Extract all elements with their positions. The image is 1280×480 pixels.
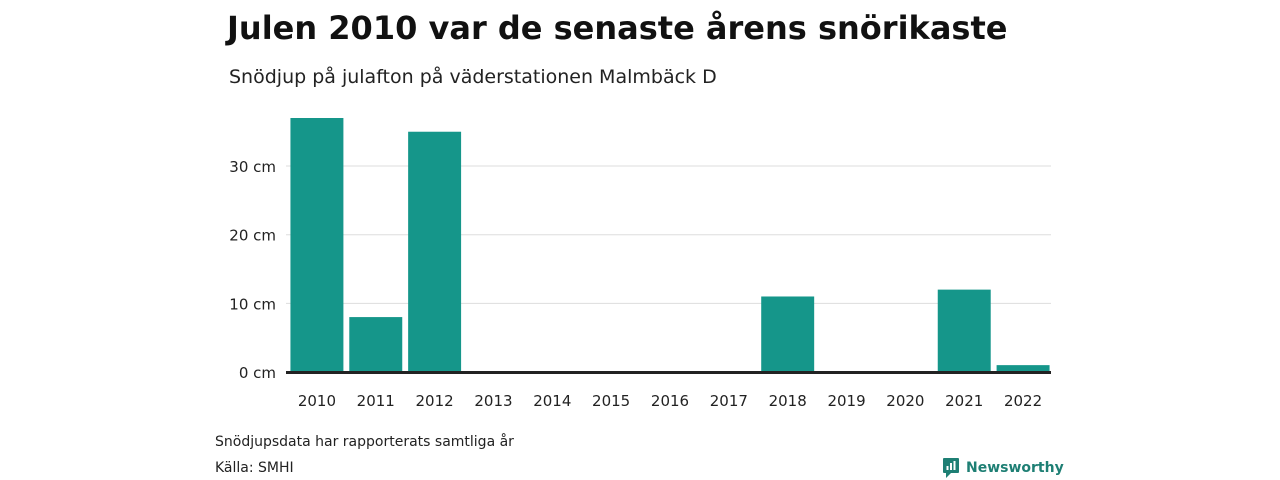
bar-chart: 0 cm 10 cm 20 cm 30 cm 2010 2011 2012 2013 2014 2…	[229, 118, 1051, 410]
bar-2012	[408, 131, 462, 372]
y-tick-label: 20 cm	[229, 227, 276, 245]
y-tick-label: 10 cm	[229, 295, 276, 313]
x-tick-label: 2019	[827, 392, 865, 410]
x-tick-label: 2020	[886, 392, 924, 410]
x-tick-label: 2010	[298, 392, 336, 410]
bar-2018	[761, 296, 815, 372]
x-tick-label: 2015	[592, 392, 630, 410]
bar-2021	[937, 289, 991, 372]
x-tick-label: 2011	[357, 392, 395, 410]
x-tick-label: 2016	[651, 392, 689, 410]
bar-2022	[996, 365, 1050, 372]
source-note: Källa: SMHI	[215, 460, 294, 476]
newsworthy-logo-text: Newsworthy	[966, 460, 1064, 476]
x-tick-label: 2014	[533, 392, 571, 410]
x-tick-label: 2021	[945, 392, 983, 410]
x-tick-label: 2012	[416, 392, 454, 410]
newsworthy-logo-icon	[943, 458, 959, 478]
y-tick-label: 0 cm	[239, 364, 276, 382]
newsworthy-logo[interactable]: Newsworthy	[942, 456, 1064, 480]
bar-2011	[349, 317, 403, 372]
x-tick-label: 2013	[474, 392, 512, 410]
chart-title: Julen 2010 var de senaste årens snörikas…	[227, 9, 1008, 47]
footnote: Snödjupsdata har rapporterats samtliga å…	[215, 434, 514, 450]
x-tick-label: 2018	[769, 392, 807, 410]
bar-2010	[290, 118, 344, 372]
x-tick-label: 2022	[1004, 392, 1042, 410]
x-tick-label: 2017	[710, 392, 748, 410]
chart-subtitle: Snödjup på julafton på väderstationen Ma…	[229, 66, 717, 88]
y-tick-label: 30 cm	[229, 158, 276, 176]
